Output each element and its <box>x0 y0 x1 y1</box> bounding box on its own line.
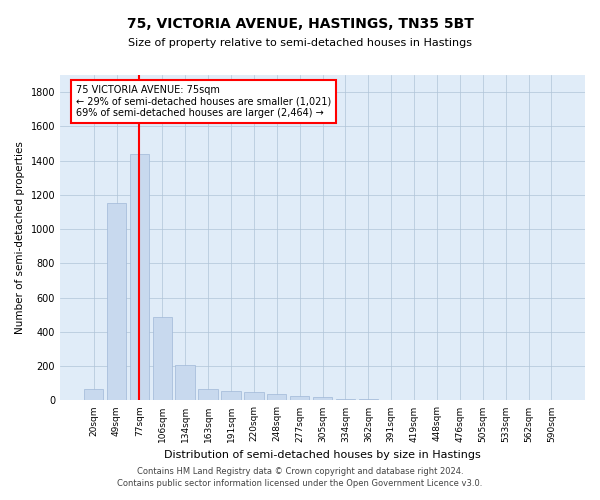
Bar <box>290 396 310 400</box>
Bar <box>335 398 355 400</box>
Bar <box>152 316 172 400</box>
Text: 75 VICTORIA AVENUE: 75sqm
← 29% of semi-detached houses are smaller (1,021)
69% : 75 VICTORIA AVENUE: 75sqm ← 29% of semi-… <box>76 85 331 118</box>
Bar <box>313 398 332 400</box>
Bar <box>130 154 149 400</box>
Bar <box>175 366 195 400</box>
Bar <box>244 392 263 400</box>
Y-axis label: Number of semi-detached properties: Number of semi-detached properties <box>15 142 25 334</box>
Bar <box>199 390 218 400</box>
Bar <box>84 390 103 400</box>
Text: 75, VICTORIA AVENUE, HASTINGS, TN35 5BT: 75, VICTORIA AVENUE, HASTINGS, TN35 5BT <box>127 18 473 32</box>
X-axis label: Distribution of semi-detached houses by size in Hastings: Distribution of semi-detached houses by … <box>164 450 481 460</box>
Bar <box>107 204 126 400</box>
Text: Contains HM Land Registry data © Crown copyright and database right 2024.
Contai: Contains HM Land Registry data © Crown c… <box>118 466 482 487</box>
Bar <box>267 394 286 400</box>
Text: Size of property relative to semi-detached houses in Hastings: Size of property relative to semi-detach… <box>128 38 472 48</box>
Bar <box>359 399 378 400</box>
Bar <box>221 391 241 400</box>
